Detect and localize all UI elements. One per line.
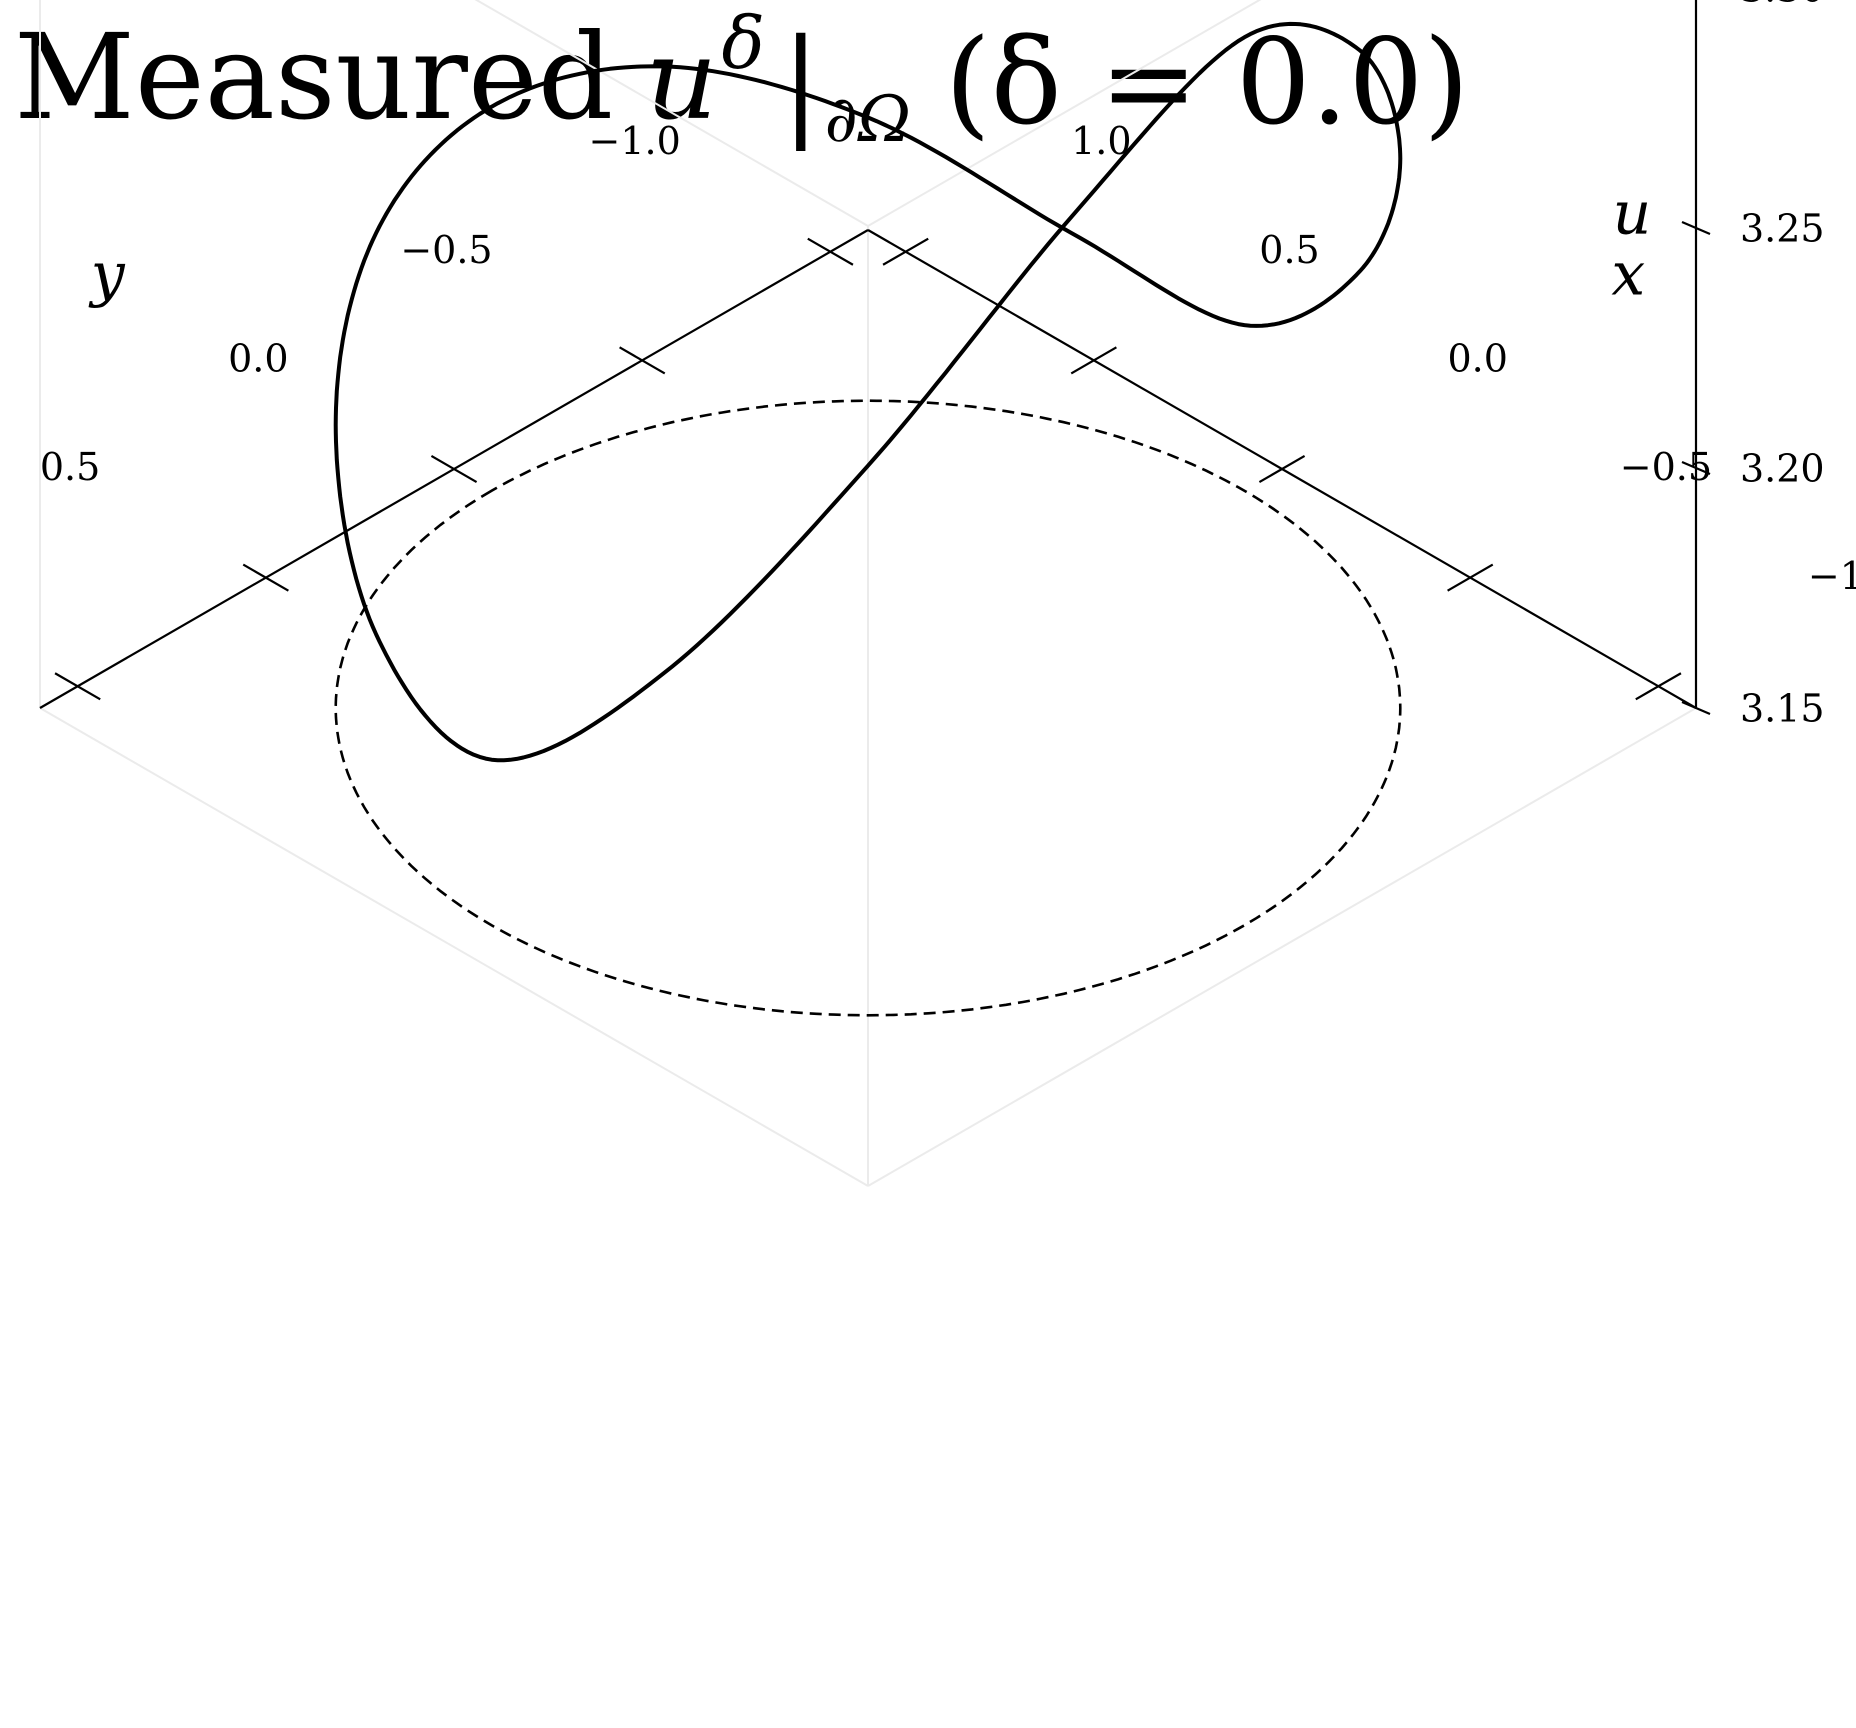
y-tick-mark bbox=[430, 455, 478, 483]
y-tick-label: −0.5 bbox=[400, 228, 492, 272]
x-tick-mark bbox=[1447, 563, 1494, 592]
x-tick-mark bbox=[1070, 346, 1117, 375]
y-tick-mark bbox=[807, 237, 854, 266]
x-tick-label: −0.5 bbox=[1620, 445, 1712, 489]
curves-group bbox=[333, 21, 1403, 1017]
x-tick-mark bbox=[1635, 672, 1682, 701]
y-tick-label: 0.0 bbox=[228, 337, 288, 381]
title-subscript: ∂Ω bbox=[825, 83, 911, 157]
title-variable: u bbox=[645, 15, 717, 145]
boundary-base-curve bbox=[334, 399, 1402, 1017]
title-restriction-bar: | bbox=[781, 13, 821, 151]
x-tick-label: 0.5 bbox=[1259, 228, 1319, 272]
y-tick-mark bbox=[619, 346, 666, 375]
y-tick-label: 0.5 bbox=[40, 445, 100, 489]
title-prefix: Measured bbox=[14, 8, 613, 146]
z-tick-label: 3.15 bbox=[1740, 687, 1825, 731]
z-tick-mark bbox=[1681, 220, 1711, 236]
axis-panes bbox=[39, 0, 1697, 1187]
y-tick-label: −1.0 bbox=[589, 119, 681, 163]
z-axis-label: u bbox=[1613, 179, 1652, 249]
x-tick-label: 0.0 bbox=[1447, 337, 1507, 381]
z-tick-label: 3.25 bbox=[1740, 207, 1825, 251]
pane-edge-1 bbox=[39, 707, 869, 1187]
z-tick-mark bbox=[1681, 460, 1711, 476]
x-axis-label: x bbox=[1611, 240, 1645, 310]
axes-group: −1.0−0.50.00.51.0−1.0−0.50.00.51.03.153.… bbox=[39, 0, 1856, 731]
y-tick-mark bbox=[242, 563, 289, 592]
chart-title: Measured u δ | ∂Ω (δ = 0.0) bbox=[14, 1, 1469, 157]
measured-u-curve bbox=[333, 21, 1403, 763]
pane-edge-0 bbox=[867, 707, 1697, 1187]
x-tick-mark bbox=[882, 237, 929, 266]
y-tick-mark bbox=[54, 672, 101, 701]
title-superscript: δ bbox=[721, 1, 764, 85]
x-tick-label: −1.0 bbox=[1808, 554, 1856, 598]
z-tick-mark bbox=[1681, 700, 1711, 716]
z-tick-label: 3.30 bbox=[1740, 0, 1825, 11]
z-tick-label: 3.20 bbox=[1740, 447, 1825, 491]
svg-text:Measured u δ: Measured u δ | ∂Ω (δ = 0.0) bbox=[14, 1, 1469, 157]
y-axis-label: y bbox=[88, 240, 126, 310]
x-tick-mark bbox=[1258, 455, 1306, 483]
title-suffix: (δ = 0.0) bbox=[945, 13, 1470, 151]
pane-edge-6 bbox=[474, 0, 869, 227]
pane-edge-5 bbox=[867, 0, 1262, 227]
